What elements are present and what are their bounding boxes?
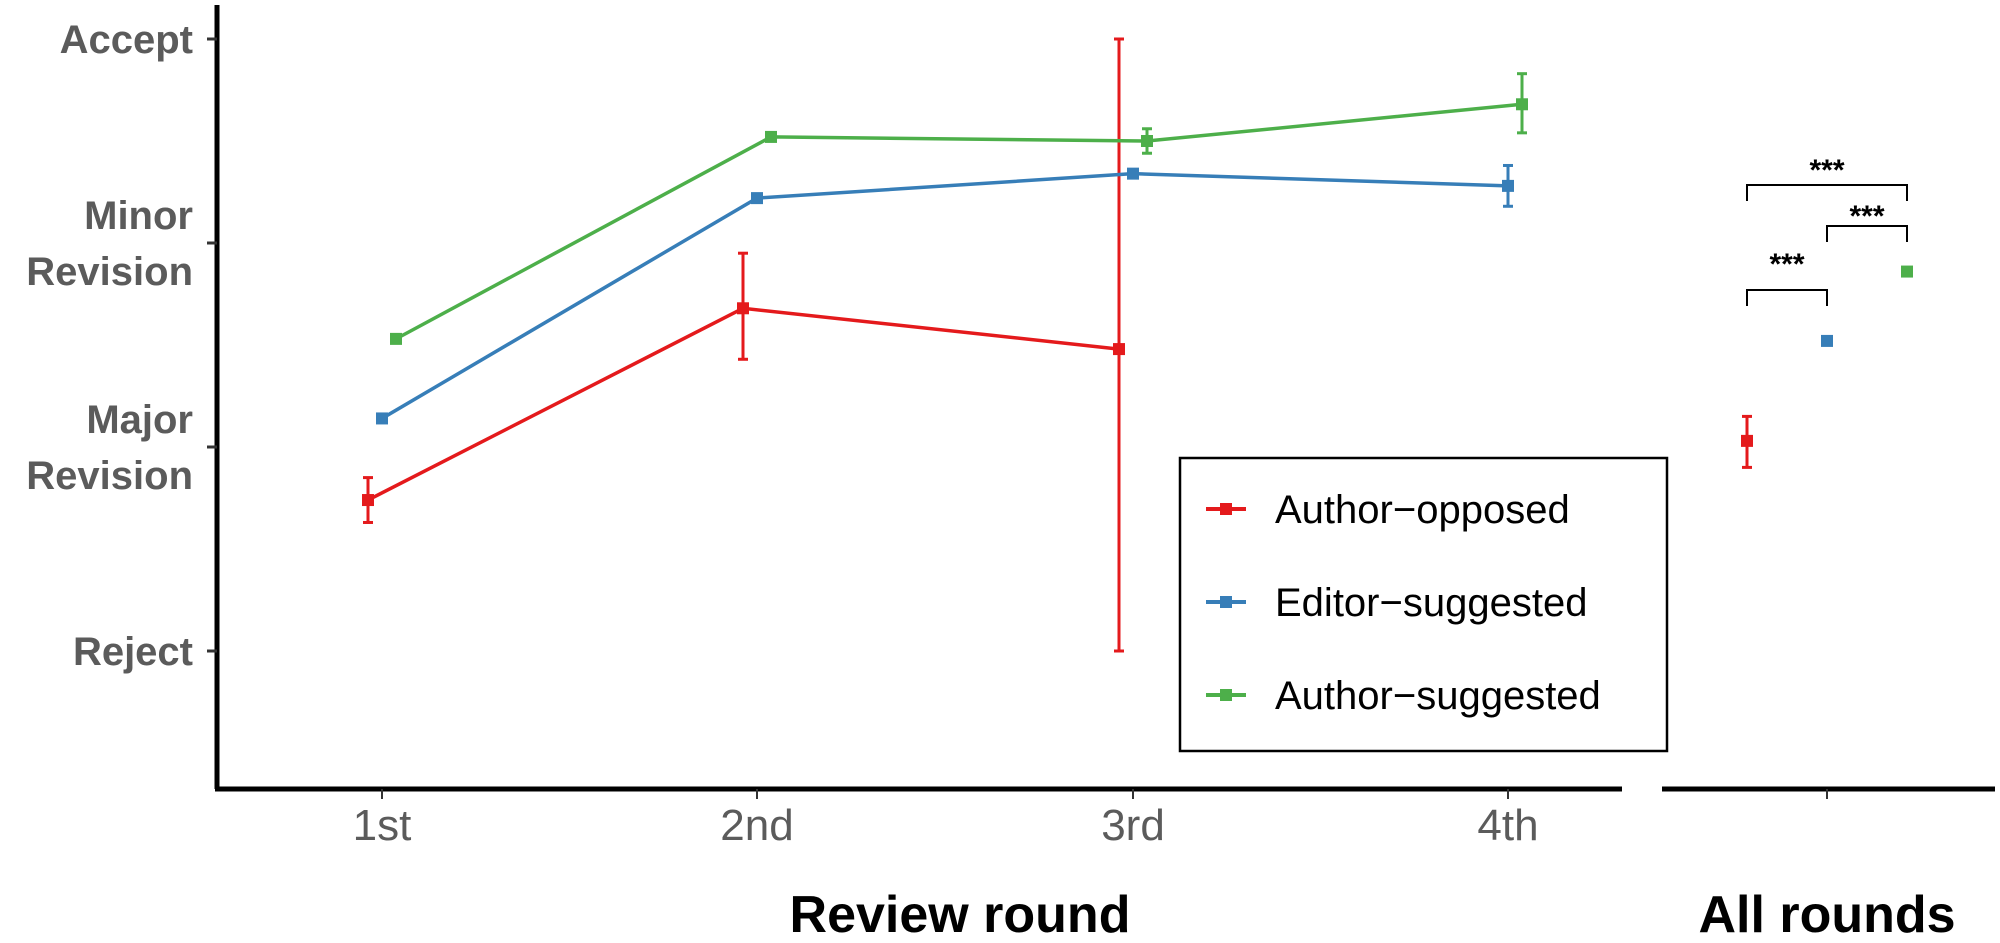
y-tick-label-line: Minor bbox=[84, 194, 193, 238]
data-point bbox=[1113, 343, 1125, 356]
chart-marks: ********* bbox=[362, 37, 1913, 653]
x-tick-label: 1st bbox=[353, 801, 412, 850]
data-point bbox=[1127, 167, 1139, 180]
y-tick-label-line: Major bbox=[86, 398, 193, 442]
data-point bbox=[362, 494, 374, 507]
y-tick-label: Accept bbox=[60, 18, 193, 62]
series-0 bbox=[362, 37, 1125, 653]
y-tick-label-line: Accept bbox=[60, 18, 193, 62]
series-1 bbox=[376, 163, 1514, 425]
data-point bbox=[765, 130, 777, 143]
legend-item: Author−suggested bbox=[1206, 674, 1601, 718]
legend-box bbox=[1178, 456, 1669, 753]
legend-item: Author−opposed bbox=[1206, 488, 1570, 532]
y-tick-label: Minor Revision bbox=[26, 194, 193, 294]
y-tick-label-line: Reject bbox=[73, 630, 193, 674]
legend: Author−opposed Editor−suggested Author−sug… bbox=[1178, 456, 1669, 753]
data-point bbox=[751, 192, 763, 205]
legend-swatch-marker bbox=[1220, 503, 1232, 515]
legend-swatch-marker bbox=[1220, 689, 1232, 701]
legend-label: Author−suggested bbox=[1275, 674, 1601, 718]
y-tick-label: Major Revision bbox=[26, 398, 193, 498]
data-point bbox=[1741, 434, 1753, 447]
series-2 bbox=[390, 72, 1528, 345]
legend-label: Author−opposed bbox=[1275, 488, 1570, 532]
y-tick-label-line: Revision bbox=[26, 250, 193, 294]
data-point bbox=[376, 412, 388, 425]
axis-labels: Review round All rounds bbox=[790, 886, 1956, 943]
significance-bracket: *** bbox=[1826, 200, 1908, 242]
y-tick-label: Reject bbox=[73, 630, 193, 674]
legend-swatch-marker bbox=[1220, 596, 1232, 608]
significance-label: *** bbox=[1769, 248, 1804, 281]
significance-bracket: *** bbox=[1746, 154, 1908, 201]
significance-label: *** bbox=[1809, 154, 1844, 187]
significance-bracket: *** bbox=[1746, 248, 1828, 306]
data-point bbox=[1821, 334, 1833, 347]
x-tick-label: 2nd bbox=[720, 801, 793, 850]
data-point bbox=[1516, 98, 1528, 111]
legend-item: Editor−suggested bbox=[1206, 581, 1587, 625]
data-point bbox=[390, 332, 402, 345]
x-tick-label: 3rd bbox=[1101, 801, 1165, 850]
series-line bbox=[381, 171, 1509, 420]
x-tick-label: 4th bbox=[1477, 801, 1538, 850]
legend-label: Editor−suggested bbox=[1275, 581, 1587, 625]
series-line bbox=[395, 102, 1523, 341]
axes: Reject Major Revision Minor Revision Accept 1s… bbox=[26, 5, 1995, 850]
all-rounds-point-0 bbox=[1741, 414, 1753, 469]
significance-label: *** bbox=[1849, 200, 1884, 233]
all-rounds-point-2 bbox=[1901, 265, 1913, 278]
bracket-line bbox=[1746, 289, 1828, 306]
y-tick-label-line: Revision bbox=[26, 454, 193, 498]
data-point bbox=[737, 302, 749, 315]
x-axis-title-all-rounds: All rounds bbox=[1698, 886, 1955, 943]
data-point bbox=[1901, 265, 1913, 278]
bracket-line bbox=[1746, 184, 1908, 201]
data-point bbox=[1141, 135, 1153, 147]
bracket-line bbox=[1826, 225, 1908, 242]
all-rounds-point-1 bbox=[1821, 334, 1833, 347]
x-axis-title: Review round bbox=[790, 886, 1131, 943]
data-point bbox=[1502, 179, 1514, 192]
